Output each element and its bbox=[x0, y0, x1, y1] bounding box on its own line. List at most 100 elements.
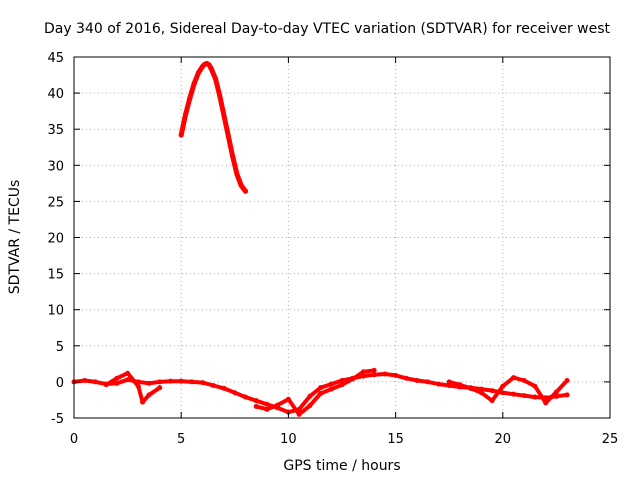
data-point bbox=[200, 380, 206, 386]
data-point bbox=[146, 380, 152, 386]
x-tick-label: 0 bbox=[70, 432, 78, 447]
data-point bbox=[564, 377, 570, 383]
y-tick-label: 10 bbox=[47, 304, 64, 319]
data-point bbox=[511, 375, 517, 381]
data-point bbox=[114, 380, 120, 386]
data-point bbox=[178, 378, 184, 384]
grid bbox=[74, 57, 610, 418]
data-point bbox=[275, 402, 281, 408]
data-point bbox=[182, 112, 188, 118]
data-point bbox=[210, 383, 216, 389]
data-series bbox=[71, 60, 570, 417]
data-point bbox=[307, 403, 313, 409]
data-point bbox=[253, 398, 259, 404]
series-arc-low-secondary bbox=[104, 371, 162, 405]
data-point bbox=[425, 379, 431, 385]
x-axis-label: GPS time / hours bbox=[283, 458, 400, 474]
data-point bbox=[238, 183, 244, 189]
data-point bbox=[393, 372, 399, 378]
data-point bbox=[206, 62, 212, 68]
data-point bbox=[371, 367, 377, 373]
data-point bbox=[114, 375, 120, 381]
data-point bbox=[221, 113, 227, 119]
data-point bbox=[339, 382, 345, 388]
data-point bbox=[500, 383, 506, 389]
data-point bbox=[146, 392, 152, 398]
data-point bbox=[446, 379, 452, 385]
data-point bbox=[285, 396, 291, 402]
y-tick-label: 30 bbox=[47, 159, 64, 174]
data-point bbox=[339, 377, 345, 383]
data-point bbox=[489, 388, 495, 394]
data-point bbox=[521, 393, 527, 399]
data-point bbox=[468, 385, 474, 391]
data-point bbox=[382, 371, 388, 377]
data-point bbox=[414, 377, 420, 383]
data-point bbox=[191, 81, 197, 87]
y-tick-label: 25 bbox=[47, 195, 64, 210]
data-point bbox=[167, 378, 173, 384]
data-point bbox=[457, 382, 463, 388]
data-point bbox=[543, 400, 549, 406]
data-point bbox=[157, 379, 163, 385]
x-tick-label: 15 bbox=[387, 432, 404, 447]
data-point bbox=[318, 385, 324, 391]
data-point bbox=[435, 381, 441, 387]
data-point bbox=[318, 390, 324, 396]
data-point bbox=[82, 377, 88, 383]
data-point bbox=[195, 70, 201, 76]
data-point bbox=[521, 377, 527, 383]
data-point bbox=[532, 383, 538, 389]
data-point bbox=[230, 154, 236, 160]
data-point bbox=[234, 171, 240, 177]
data-point bbox=[553, 389, 559, 395]
data-point bbox=[178, 132, 184, 138]
data-point bbox=[328, 386, 334, 392]
y-tick-label: 15 bbox=[47, 268, 64, 283]
y-tick-label: 35 bbox=[47, 123, 64, 138]
data-point bbox=[500, 390, 506, 396]
data-point bbox=[125, 377, 131, 383]
data-point bbox=[253, 403, 259, 409]
data-point bbox=[217, 93, 223, 99]
data-point bbox=[232, 390, 238, 396]
y-tick-label: 45 bbox=[47, 51, 64, 66]
data-point bbox=[564, 392, 570, 398]
data-point bbox=[92, 379, 98, 385]
data-point bbox=[296, 411, 302, 417]
data-point bbox=[187, 95, 193, 101]
y-tick-label: 5 bbox=[56, 340, 64, 355]
x-tick-label: 5 bbox=[177, 432, 185, 447]
data-point bbox=[478, 390, 484, 396]
data-point bbox=[135, 383, 141, 389]
data-point bbox=[157, 385, 163, 391]
series-arc-low-late bbox=[447, 375, 570, 405]
data-point bbox=[225, 133, 231, 139]
y-tick-label: 40 bbox=[47, 87, 64, 102]
data-point bbox=[103, 382, 109, 388]
x-tick-label: 25 bbox=[602, 432, 619, 447]
data-point bbox=[532, 394, 538, 400]
data-point bbox=[511, 391, 517, 397]
y-tick-label: 0 bbox=[56, 376, 64, 391]
data-point bbox=[243, 394, 249, 400]
data-point bbox=[403, 375, 409, 381]
data-point bbox=[189, 379, 195, 385]
x-tick-label: 20 bbox=[495, 432, 512, 447]
data-point bbox=[140, 399, 146, 405]
data-point bbox=[264, 406, 270, 412]
y-axis-label: SDTVAR / TECUs bbox=[7, 180, 23, 295]
x-axis: 0 5 10 15 20 25 bbox=[70, 57, 618, 447]
data-point bbox=[350, 376, 356, 382]
data-point bbox=[243, 188, 249, 194]
y-tick-label: -5 bbox=[51, 412, 64, 427]
data-point bbox=[221, 385, 227, 391]
data-point bbox=[489, 398, 495, 404]
y-axis: -5 0 5 10 15 20 25 30 35 40 45 bbox=[47, 51, 610, 427]
data-point bbox=[264, 401, 270, 407]
data-point bbox=[328, 381, 334, 387]
data-point bbox=[360, 369, 366, 375]
x-tick-label: 10 bbox=[280, 432, 297, 447]
y-tick-label: 20 bbox=[47, 232, 64, 247]
